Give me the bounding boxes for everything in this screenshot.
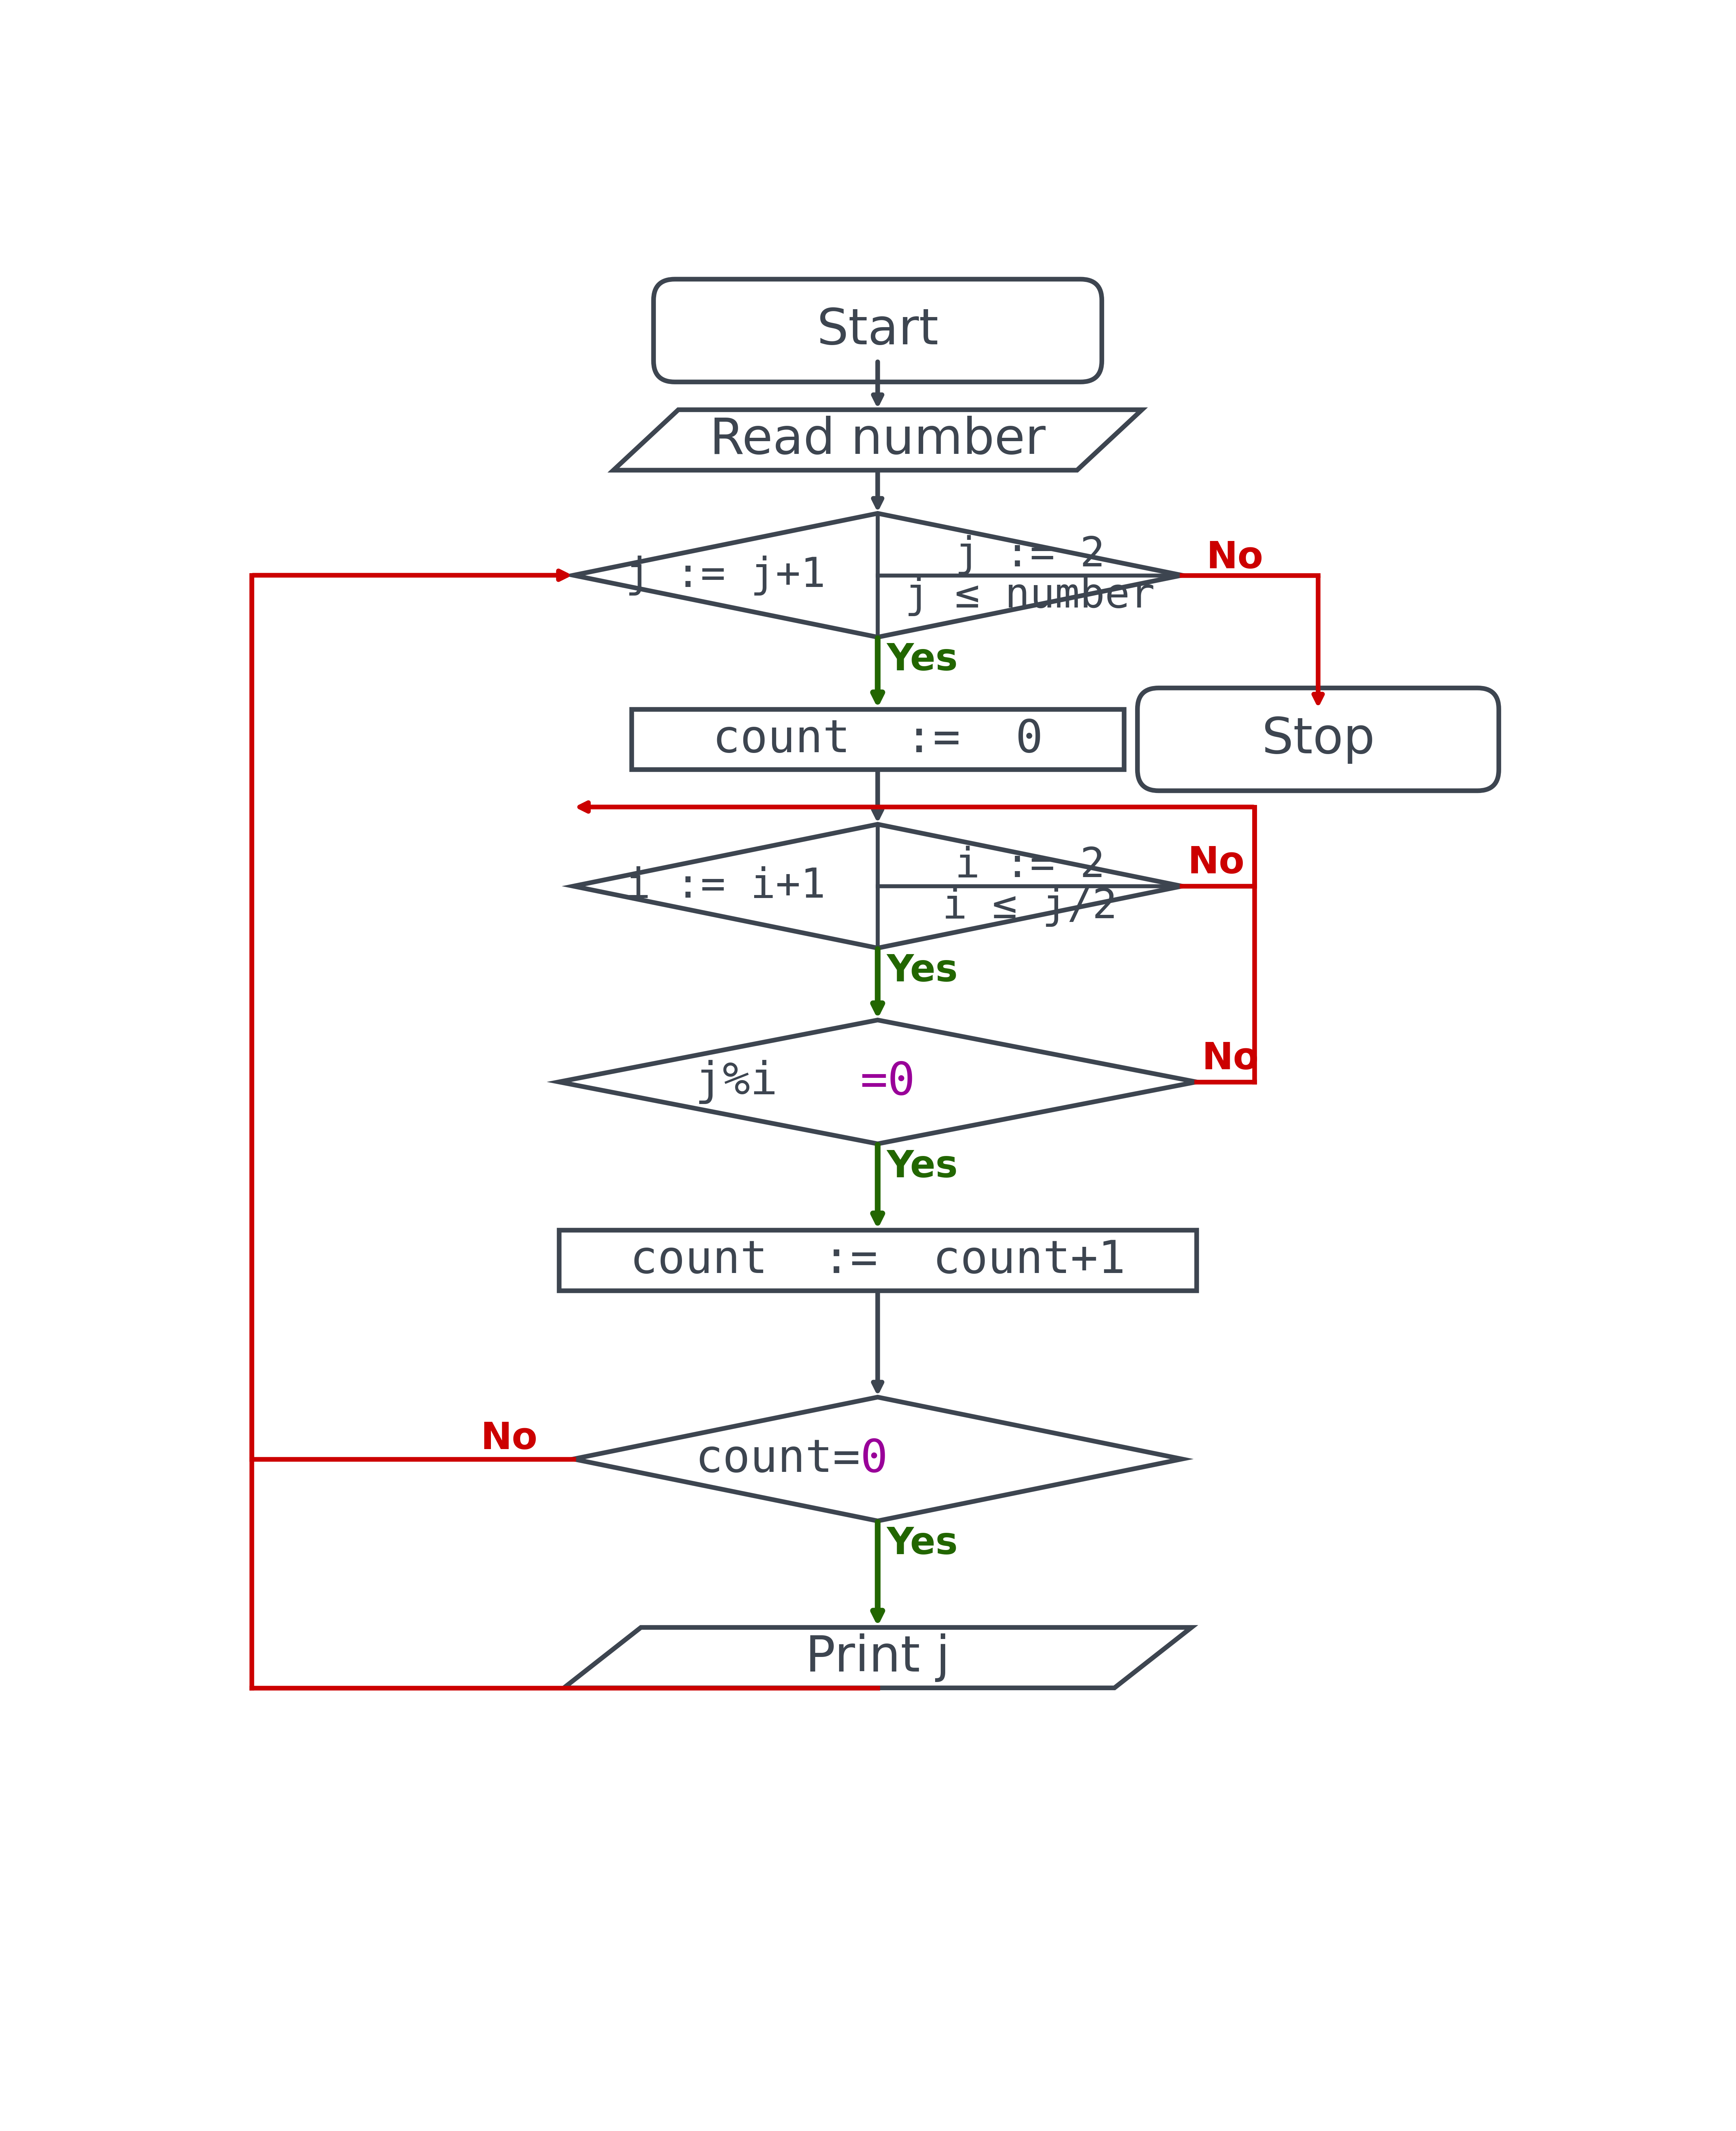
Text: Stop: Stop: [1262, 716, 1375, 763]
Text: i := 2: i := 2: [955, 846, 1104, 886]
Polygon shape: [564, 1628, 1191, 1688]
Bar: [559, 1230, 1196, 1291]
Text: Yes: Yes: [887, 953, 958, 989]
Text: =0: =0: [861, 1059, 915, 1104]
Text: No: No: [1187, 846, 1245, 882]
Text: Print j: Print j: [806, 1632, 950, 1681]
Text: j := j+1: j := j+1: [625, 554, 826, 595]
Text: 0: 0: [861, 1436, 887, 1481]
FancyBboxPatch shape: [653, 279, 1102, 381]
Polygon shape: [573, 514, 1182, 637]
Text: i := i+1: i := i+1: [625, 865, 826, 906]
Text: j := 2: j := 2: [955, 535, 1104, 575]
Text: Yes: Yes: [887, 1149, 958, 1185]
Text: Yes: Yes: [887, 1526, 958, 1562]
Bar: [632, 710, 1123, 769]
FancyBboxPatch shape: [1137, 688, 1498, 791]
Text: i ≤ j/2: i ≤ j/2: [943, 886, 1118, 927]
Text: Read number: Read number: [710, 416, 1045, 465]
Polygon shape: [573, 1398, 1182, 1522]
Polygon shape: [573, 825, 1182, 948]
Text: count  :=  count+1: count := count+1: [630, 1238, 1125, 1283]
Text: No: No: [1207, 539, 1264, 575]
Polygon shape: [559, 1021, 1196, 1144]
Polygon shape: [613, 409, 1142, 471]
Text: count  :=  0: count := 0: [712, 718, 1043, 761]
Text: No: No: [481, 1421, 538, 1458]
Text: Start: Start: [816, 307, 939, 356]
Text: j ≤ number: j ≤ number: [904, 575, 1154, 616]
Text: No: No: [1203, 1040, 1259, 1076]
Text: Yes: Yes: [887, 641, 958, 678]
Text: j%i: j%i: [694, 1059, 861, 1104]
Text: count=: count=: [694, 1436, 861, 1481]
